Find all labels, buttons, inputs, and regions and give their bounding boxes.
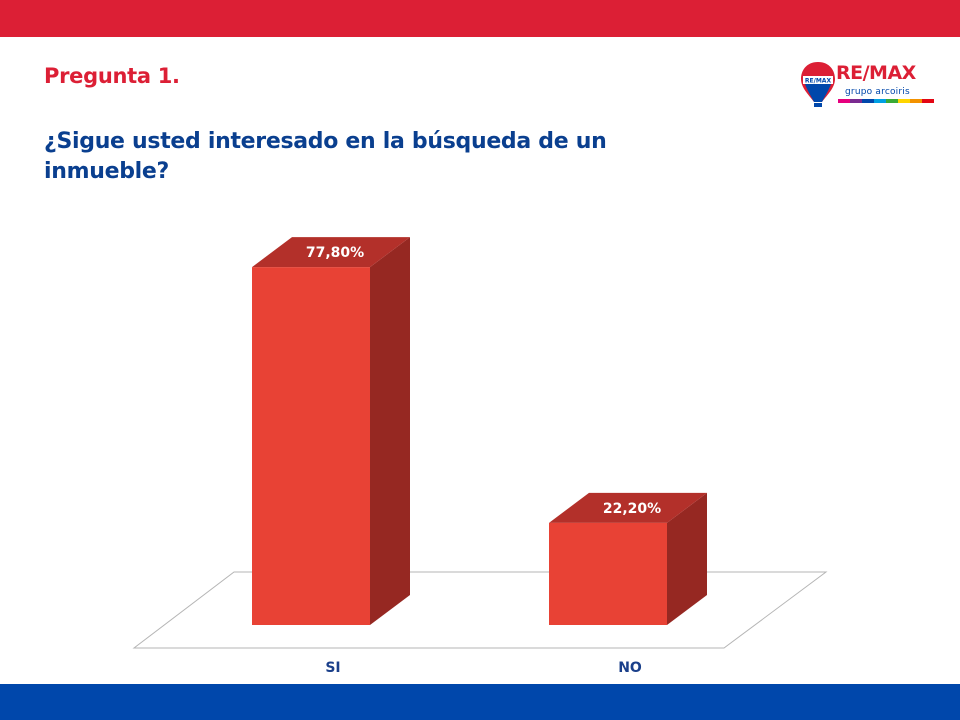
- balloon-label: RE/MAX: [805, 78, 832, 85]
- bar-top: [252, 237, 410, 268]
- logo-stripe-segment: [898, 99, 910, 103]
- chart-floor: [132, 571, 828, 649]
- category-labels-group: SI NO: [325, 660, 642, 676]
- remax-logo: RE/MAX RE/MAX grupo arcoiris: [800, 60, 940, 110]
- logo-stripe-segment: [862, 99, 874, 103]
- logo-stripe-segment: [874, 99, 886, 103]
- bar-front: [549, 522, 667, 625]
- logo-stripe-segment: [922, 99, 934, 103]
- bottom-banner-bar: [0, 684, 960, 720]
- question-text: ¿Sigue usted interesado en la búsqueda d…: [44, 129, 607, 184]
- bar-value-label: 77,80%: [306, 245, 364, 261]
- logo-stripe-segment: [850, 99, 862, 103]
- bar-front: [252, 267, 370, 625]
- category-label: NO: [618, 660, 642, 676]
- balloon-icon: RE/MAX: [801, 62, 835, 107]
- category-label: SI: [325, 660, 340, 676]
- question-number: Pregunta 1.: [44, 64, 180, 88]
- logo-stripe-segment: [886, 99, 898, 103]
- top-banner-bar: [0, 0, 960, 37]
- logo-subtitle: grupo arcoiris: [845, 87, 910, 97]
- bar-side: [370, 237, 410, 625]
- bar: 77,80%: [252, 237, 410, 625]
- bars-group: 77,80% 22,20%: [252, 237, 707, 625]
- bar: 22,20%: [549, 492, 707, 625]
- logo-wordmark: RE/MAX: [836, 62, 916, 84]
- logo-color-stripe: [838, 99, 934, 103]
- bar-side: [667, 492, 707, 625]
- logo-stripe-segment: [910, 99, 922, 103]
- bar-top: [549, 492, 707, 523]
- bar-value-label: 22,20%: [603, 501, 661, 517]
- logo-stripe-segment: [838, 99, 850, 103]
